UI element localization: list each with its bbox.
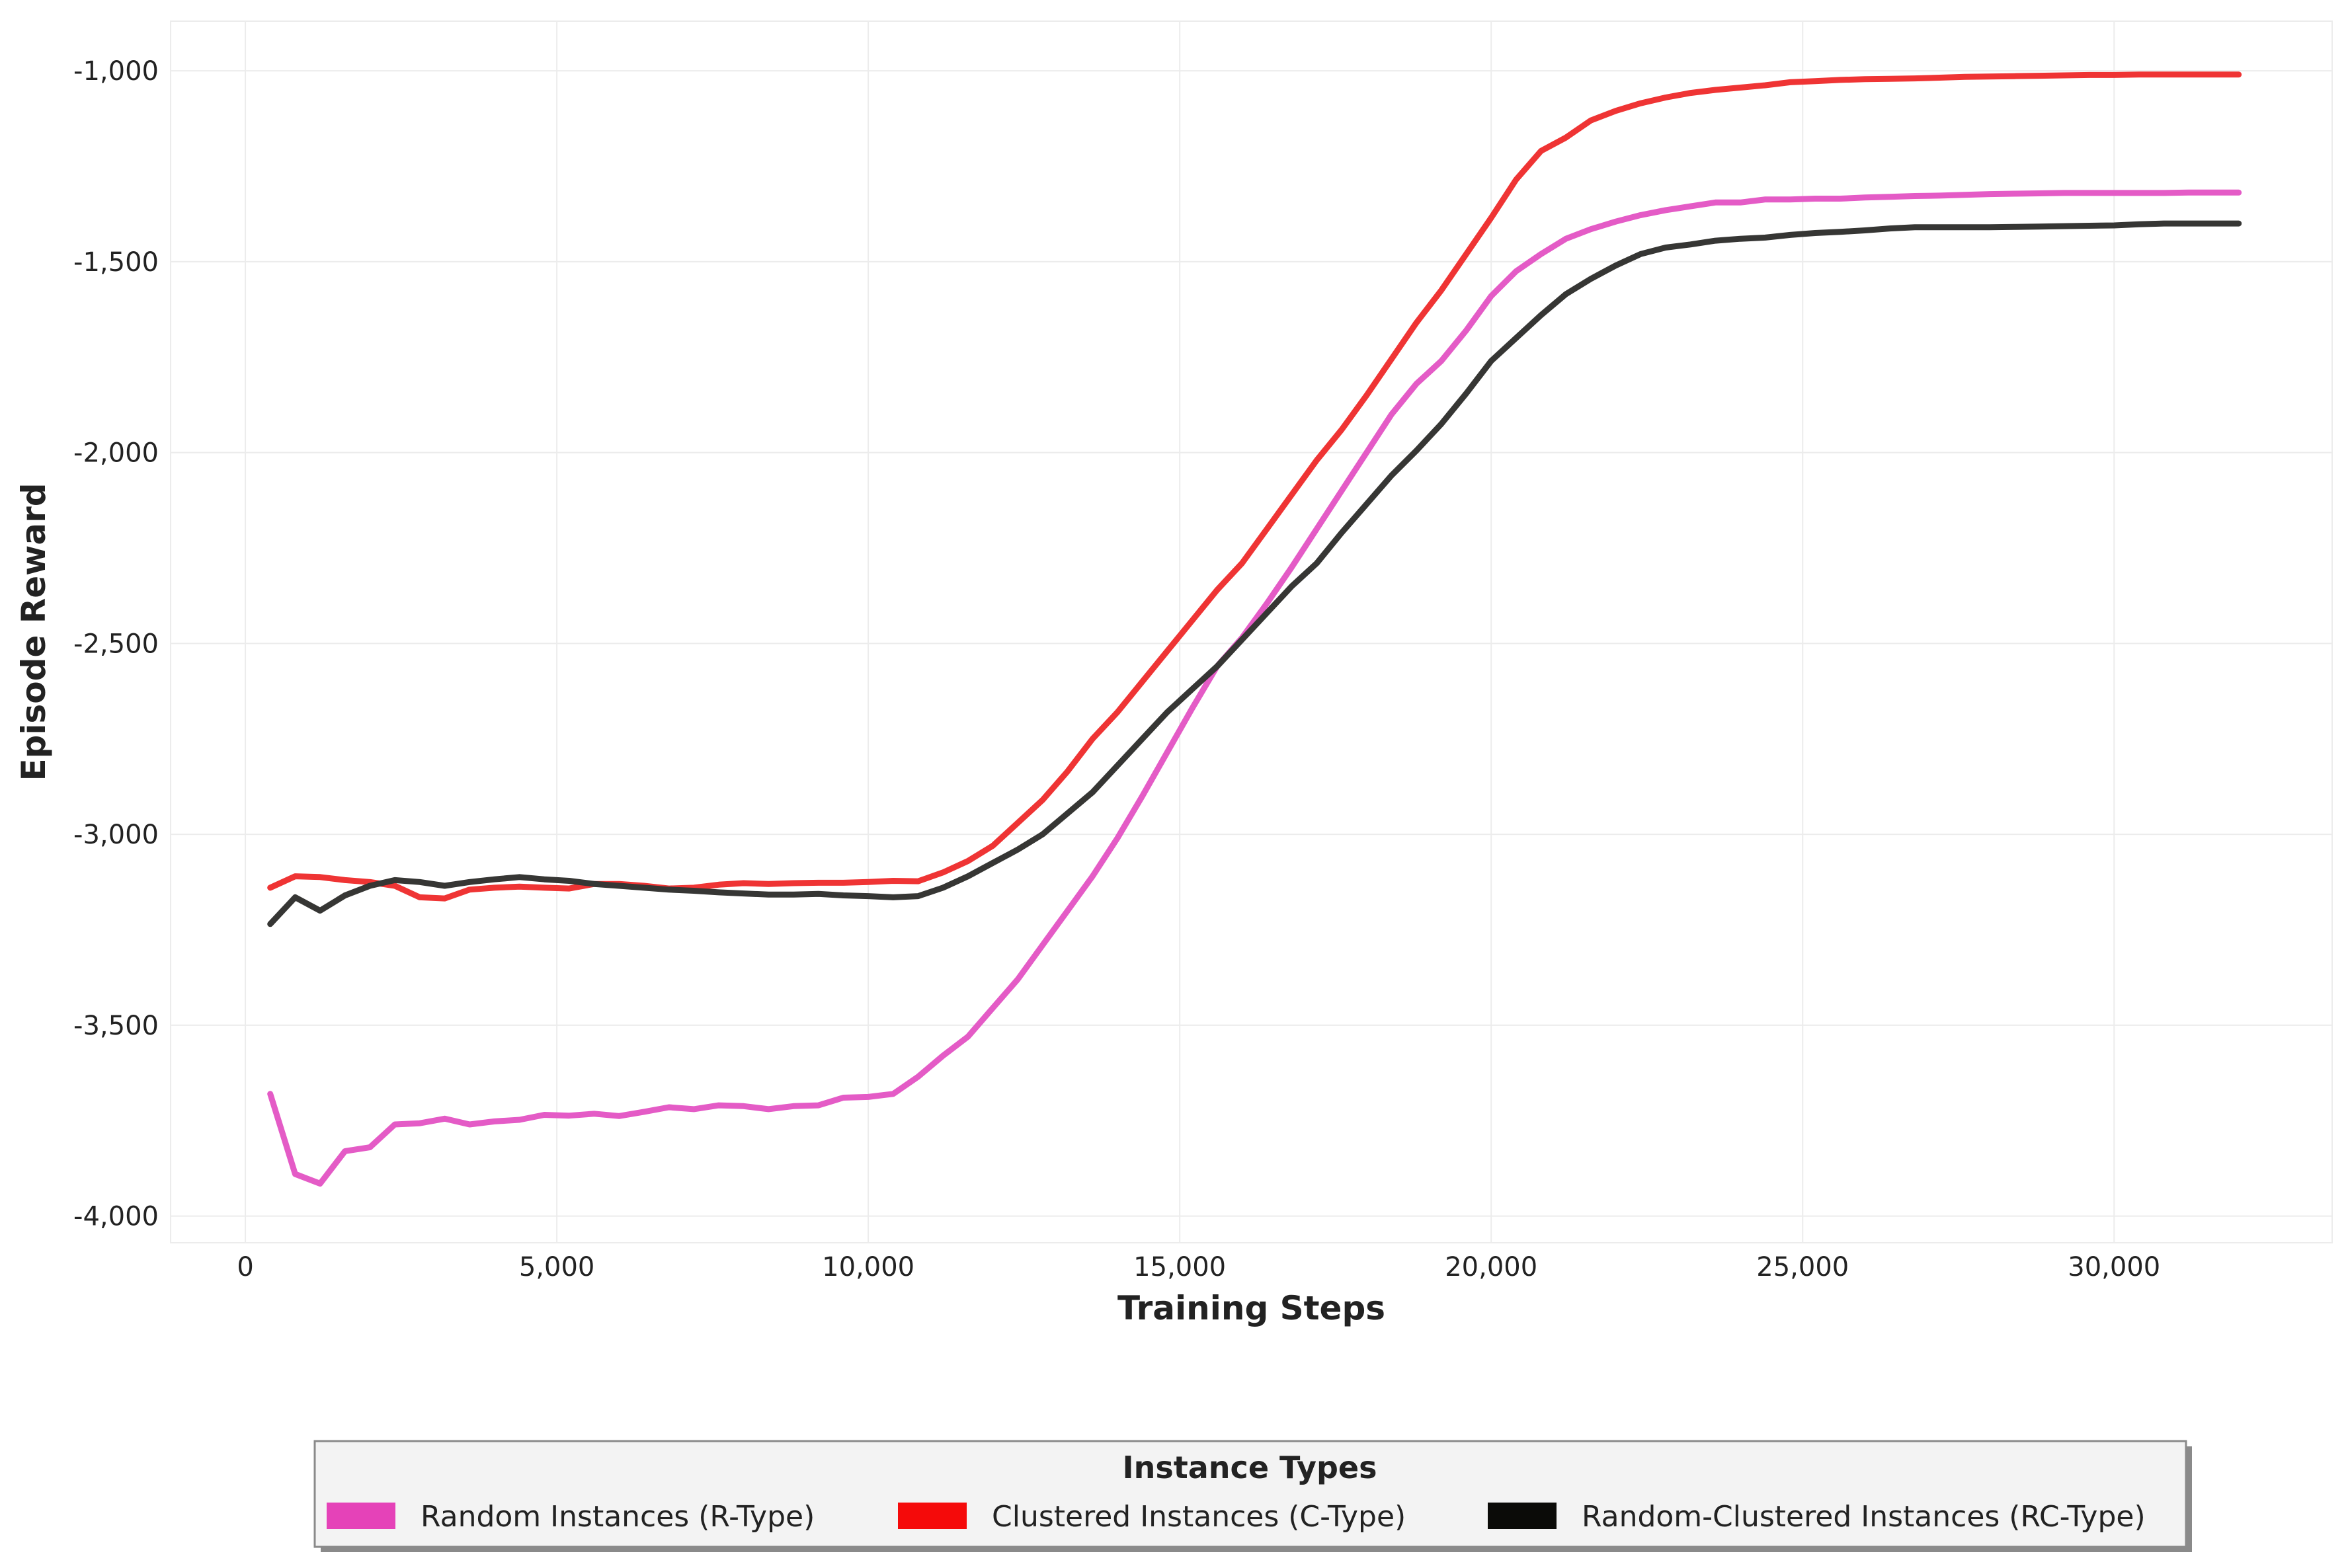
y-axis-ticks: -4,000 -3,500 -3,000 -2,500 -2,000 -1,500 -1,0… xyxy=(73,56,159,1232)
x-tick-label: 30,000 xyxy=(2068,1252,2160,1282)
x-tick-label: 10,000 xyxy=(822,1252,914,1282)
x-tick-label: 15,000 xyxy=(1133,1252,1226,1282)
y-tick-label: -1,500 xyxy=(73,247,159,278)
x-tick-label: 20,000 xyxy=(1445,1252,1537,1282)
x-tick-label: 0 xyxy=(237,1252,253,1282)
y-tick-label: -1,000 xyxy=(73,56,159,87)
legend-box xyxy=(313,1440,2187,1548)
x-tick-label: 5,000 xyxy=(519,1252,595,1282)
legend-swatch-c-type xyxy=(898,1503,967,1529)
series-line-r-type xyxy=(267,189,2242,1187)
legend-label-r-type: Random Instances (R-Type) xyxy=(421,1500,815,1534)
y-tick-label: -2,500 xyxy=(73,629,159,659)
legend-label-rc-type: Random-Clustered Instances (RC-Type) xyxy=(1582,1500,2146,1534)
legend-title: Instance Types xyxy=(1123,1450,1377,1485)
legend-swatch-r-type xyxy=(327,1503,395,1529)
y-tick-label: -3,500 xyxy=(73,1011,159,1041)
y-tick-label: -4,000 xyxy=(73,1202,159,1232)
y-tick-label: -2,000 xyxy=(73,438,159,469)
y-tick-label: -3,000 xyxy=(73,820,159,850)
series-line-rc-type xyxy=(267,220,2242,927)
series-lines xyxy=(267,71,2242,1187)
x-axis-title: Training Steps xyxy=(1117,1289,1385,1327)
y-axis-title: Episode Reward xyxy=(15,483,53,781)
legend-swatch-rc-type xyxy=(1488,1503,1557,1529)
legend: Instance Types Random Instances (R-Type)… xyxy=(313,1440,2192,1552)
x-axis-ticks: 0 5,000 10,000 15,000 20,000 25,000 30,000 xyxy=(237,1252,2160,1282)
legend-label-c-type: Clustered Instances (C-Type) xyxy=(992,1500,1406,1534)
x-tick-label: 25,000 xyxy=(1756,1252,1849,1282)
